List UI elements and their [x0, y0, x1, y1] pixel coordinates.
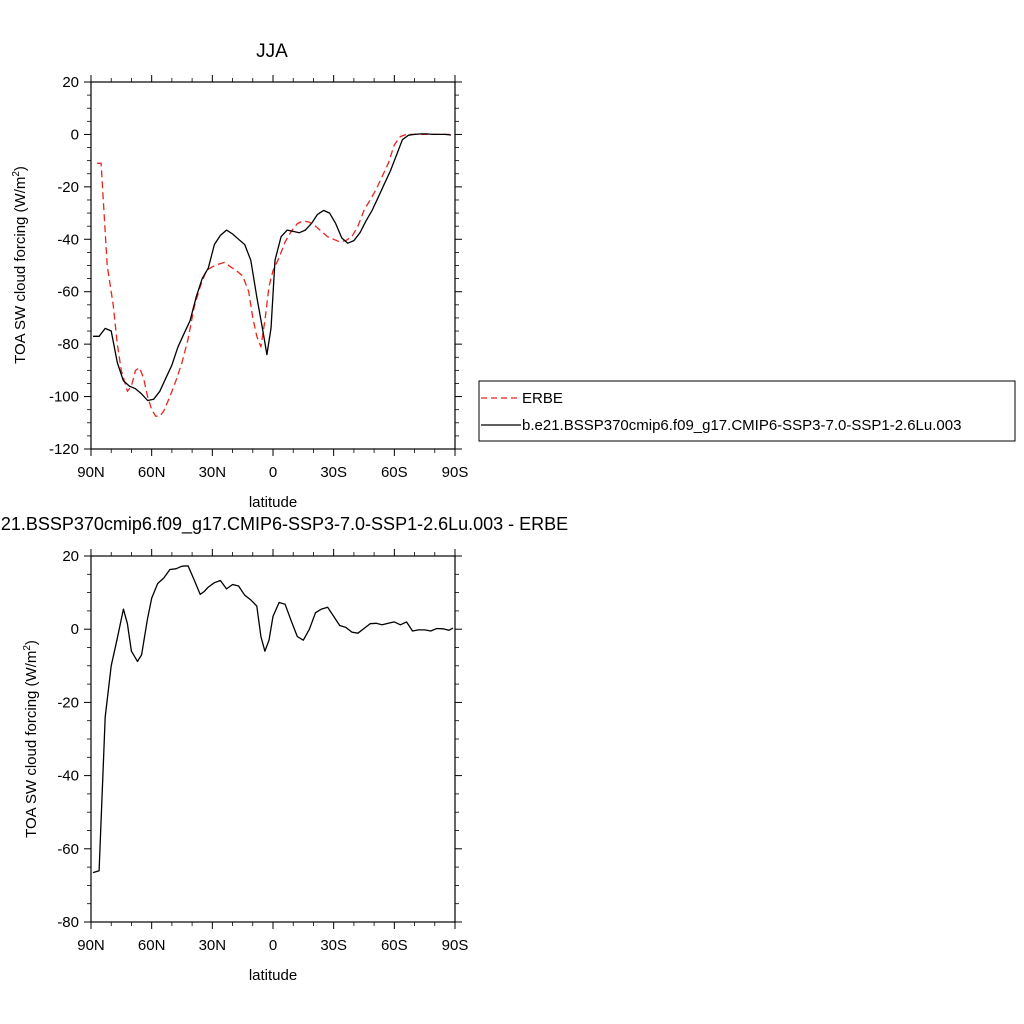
- top-x-tick-label: 90S: [442, 464, 469, 481]
- top-series-line-model: [93, 133, 452, 402]
- bottom-x-axis: 90N 60N 30N 0 30S 60S 90S: [77, 549, 468, 954]
- top-chart-title: JJA: [256, 41, 288, 62]
- bottom-plot-frame: [90, 555, 456, 923]
- top-chart-legend: ERBE b.e21.BSSP370cmip6.f09_g17.CMIP6-SS…: [478, 380, 1016, 442]
- top-y-tick-label: -100: [49, 389, 79, 406]
- bottom-x-axis-label: latitude: [249, 967, 297, 984]
- top-x-axis-label: latitude: [249, 494, 297, 511]
- top-y-tick-label: -40: [57, 231, 79, 248]
- bottom-y-axis: -80 -60 -40 -20 0 20: [57, 548, 462, 931]
- top-x-tick-label: 30S: [320, 464, 347, 481]
- top-x-axis: 90N 60N 30N 0 30S 60S 90S: [77, 75, 468, 481]
- legend-box: [478, 380, 1016, 442]
- bottom-x-tick-label: 30N: [199, 937, 227, 954]
- top-x-tick-label: 0: [269, 464, 277, 481]
- bottom-x-tick-label: 60N: [138, 937, 166, 954]
- bottom-x-tick-label: 90N: [77, 937, 105, 954]
- bottom-y-tick-label: 0: [71, 621, 79, 638]
- bottom-x-tick-label: 90S: [442, 937, 469, 954]
- top-x-tick-label: 30N: [199, 464, 227, 481]
- top-x-tick-label: 60S: [381, 464, 408, 481]
- top-y-axis: -120 -100 -80 -60 -40 -20 0 20: [49, 74, 462, 458]
- top-chart-panel: JJA -120 -100 -80 -60 -40 -20 0 20 90N 60N 30N 0 30…: [11, 41, 468, 511]
- bottom-series-line-model: [92, 565, 454, 874]
- top-y-tick-label: -20: [57, 179, 79, 196]
- bottom-chart-title: b.e21.BSSP370cmip6.f09_g17.CMIP6-SSP3-7.…: [0, 514, 568, 535]
- top-y-tick-label: -60: [57, 284, 79, 301]
- bottom-y-tick-label: -80: [57, 914, 79, 931]
- bottom-y-tick-label: -20: [57, 694, 79, 711]
- bottom-series-layer: [92, 565, 454, 874]
- top-y-tick-label: -120: [49, 441, 79, 458]
- bottom-y-tick-label: -60: [57, 841, 79, 858]
- bottom-chart-panel: b.e21.BSSP370cmip6.f09_g17.CMIP6-SSP3-7.…: [0, 514, 568, 984]
- legend-label-erbe: ERBE: [522, 390, 563, 407]
- top-y-axis-label: TOA SW cloud forcing (W/m2): [11, 166, 29, 364]
- legend-label-model: b.e21.BSSP370cmip6.f09_g17.CMIP6-SSP3-7.…: [522, 417, 961, 434]
- top-series-line-erbe: [97, 133, 454, 417]
- bottom-x-tick-label: 0: [269, 937, 277, 954]
- top-y-tick-label: -80: [57, 336, 79, 353]
- top-series-layer: [93, 133, 454, 417]
- bottom-y-tick-label: 20: [62, 548, 79, 565]
- bottom-y-tick-label: -40: [57, 768, 79, 785]
- top-plot-frame: [90, 81, 456, 450]
- bottom-x-tick-label: 30S: [320, 937, 347, 954]
- bottom-x-tick-label: 60S: [381, 937, 408, 954]
- top-y-tick-label: 20: [62, 74, 79, 91]
- top-x-tick-label: 90N: [77, 464, 105, 481]
- top-y-tick-label: 0: [71, 126, 79, 143]
- top-x-tick-label: 60N: [138, 464, 166, 481]
- bottom-y-axis-label: TOA SW cloud forcing (W/m2): [22, 640, 40, 838]
